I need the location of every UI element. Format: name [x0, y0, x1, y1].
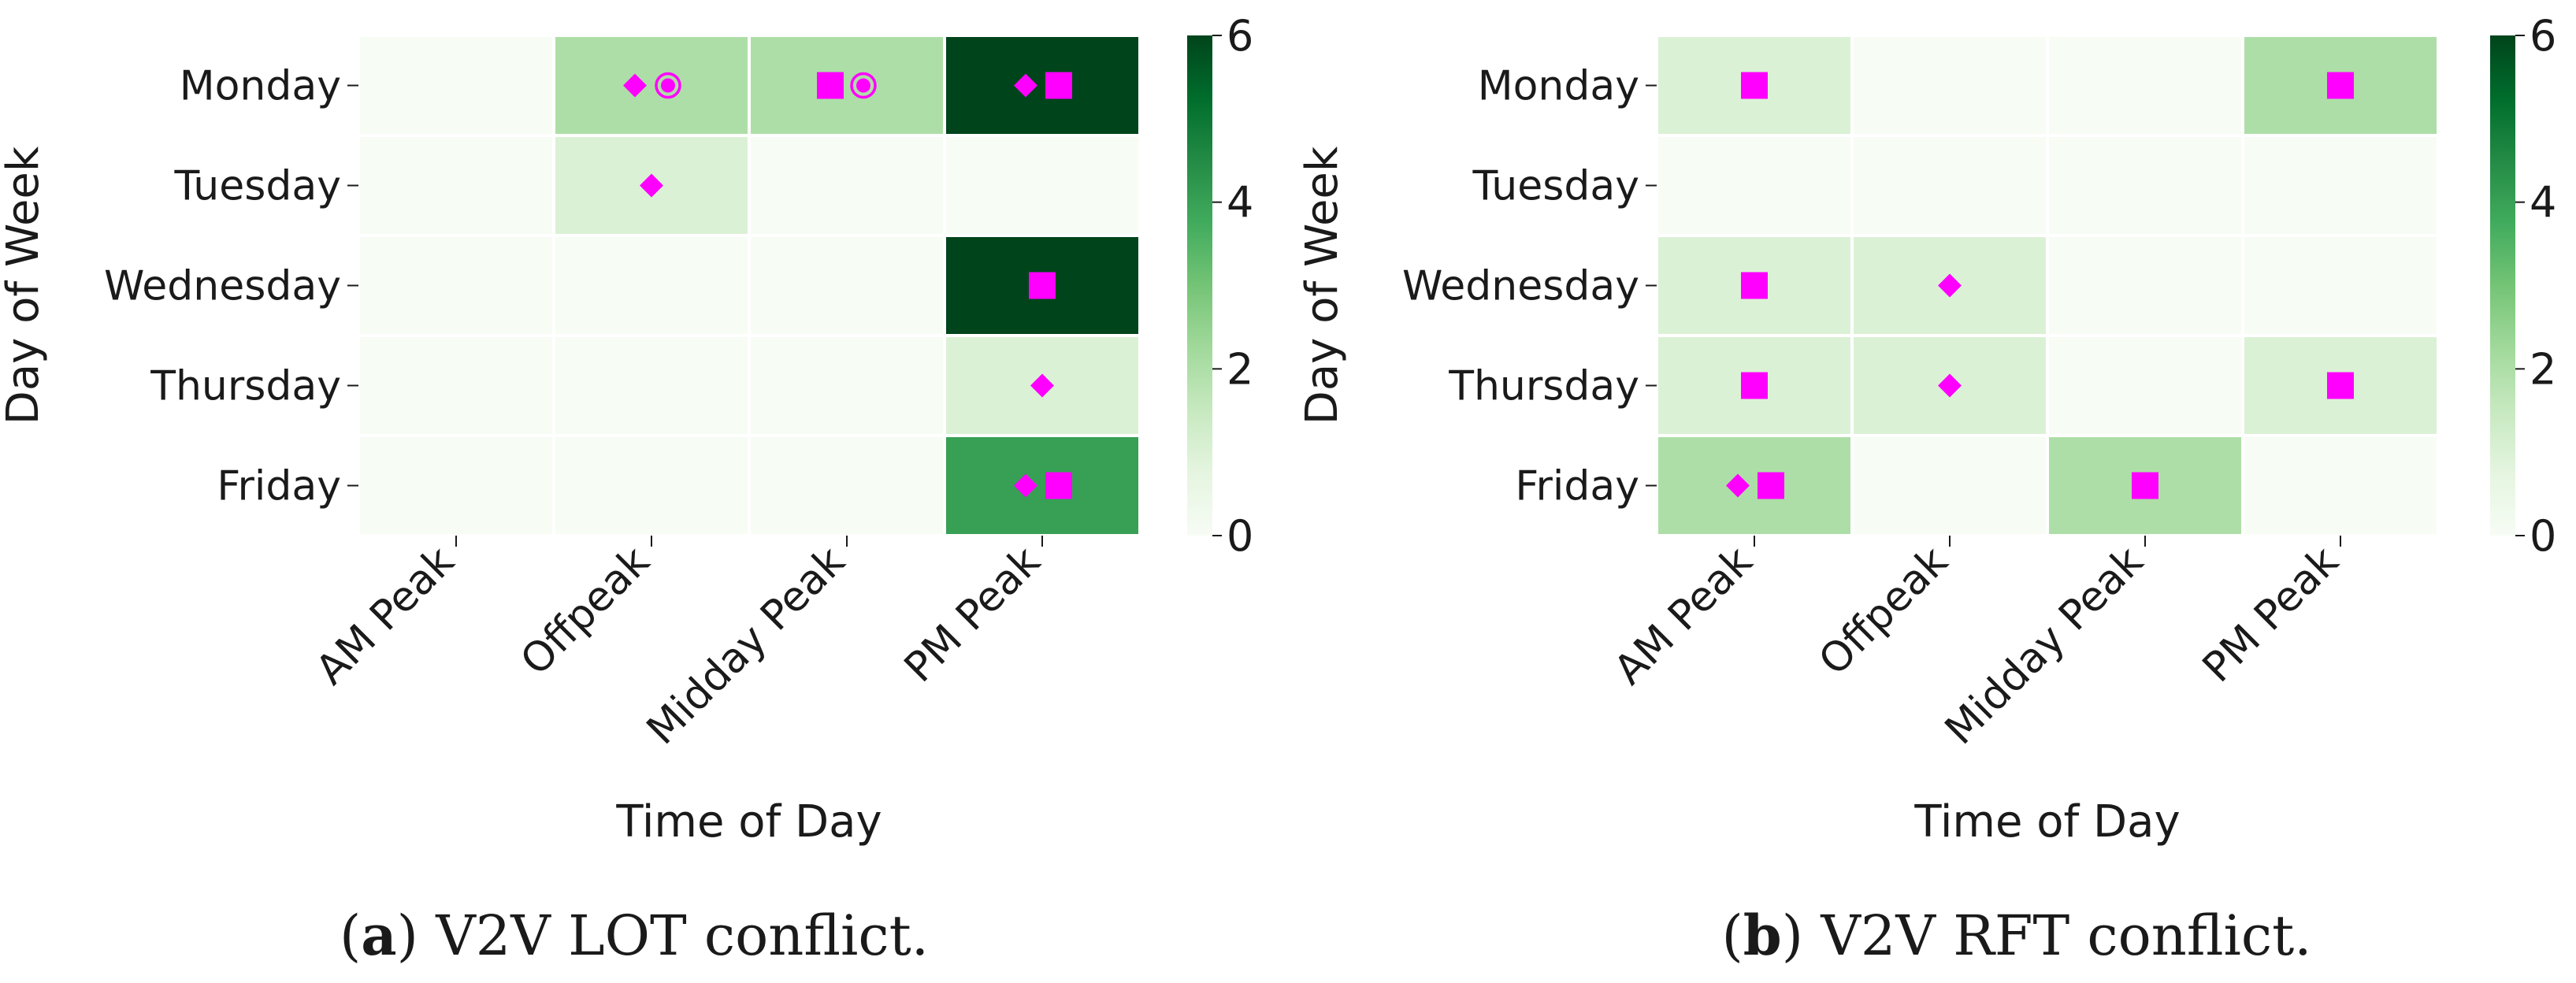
chart-b-marker-square: [1758, 472, 1784, 499]
chart-b-marker-diamond: [1938, 373, 1962, 398]
chart-a-colorbar-tick-label: 4: [1227, 178, 1253, 228]
chart-b-cell-monday-2: [2046, 34, 2244, 137]
chart-a-marker-diamond: [623, 73, 647, 98]
chart-a-ytick-label: Thursday: [150, 363, 341, 410]
chart-a-marker-circle-dot: [856, 78, 870, 93]
chart-a-ytick-label: Tuesday: [173, 163, 341, 210]
chart-b-cell-wednesday-2: [2046, 234, 2244, 337]
chart-b-marker-square: [1741, 372, 1768, 399]
chart-b-caption-open: (: [1721, 903, 1743, 968]
chart-a-cell-tuesday-0: [357, 134, 555, 237]
chart-b-marker-diamond: [1938, 273, 1962, 298]
chart-a-cell-monday-1: [552, 34, 751, 137]
chart-a-marker-circle-dot: [661, 78, 675, 93]
chart-a-ylabel: Day of Week: [0, 146, 49, 425]
chart-b-ytick-label: Wednesday: [1402, 263, 1639, 310]
chart-a-cell-thursday-1: [552, 334, 751, 437]
chart-a-marker-circle: [655, 72, 681, 99]
chart-a-marker-square: [1045, 72, 1072, 99]
chart-b-caption-close: ): [1782, 903, 1821, 968]
chart-a-colorbar-tick-label: 2: [1227, 344, 1253, 394]
chart-b-ytick-label: Friday: [1515, 463, 1639, 510]
chart-b-cell-wednesday-3: [2241, 234, 2440, 337]
chart-b-ytick-label: Thursday: [1448, 363, 1639, 410]
chart-b-cell-tuesday-0: [1655, 134, 1854, 237]
chart-b-cell-tuesday-3: [2241, 134, 2440, 237]
chart-a-cell-wednesday-0: [357, 234, 555, 337]
chart-a-cell-thursday-2: [748, 334, 946, 437]
chart-a-cell-friday-2: [748, 434, 946, 537]
chart-b-cell-friday-3: [2241, 434, 2440, 537]
chart-b-ytick-label: Tuesday: [1472, 163, 1639, 210]
chart-a-caption-open: (: [340, 903, 361, 968]
chart-b-colorbar: [2490, 35, 2515, 536]
chart-a-ytick-label: Monday: [180, 63, 341, 110]
chart-b-cell-tuesday-1: [1850, 134, 2049, 237]
chart-b-xtick-label: AM Peak: [1605, 538, 1761, 694]
chart-b-cell-friday-1: [1850, 434, 2049, 537]
chart-a-marker-circle-ring: [850, 72, 877, 99]
chart-a-colorbar: [1187, 35, 1212, 536]
chart-a-marker-diamond: [1030, 373, 1054, 398]
chart-b-marker-square: [1741, 72, 1768, 99]
chart-a-caption-label: a: [361, 903, 396, 968]
chart-a-marker-diamond: [1014, 473, 1037, 498]
chart-a-xlabel: Time of Day: [615, 796, 882, 848]
chart-a-cell-friday-0: [357, 434, 555, 537]
chart-a-cell-monday-2: [748, 34, 946, 137]
chart-a-xtick-label: Offpeak: [512, 538, 659, 684]
chart-a-marker-square: [817, 72, 844, 99]
chart-a-marker-diamond: [1014, 73, 1037, 98]
chart-a-cell-thursday-0: [357, 334, 555, 437]
chart-b-xtick-label: Midday Peak: [1936, 538, 2152, 754]
chart-a-cell-friday-1: [552, 434, 751, 537]
chart-a-ytick-label: Friday: [217, 463, 341, 510]
chart-b-caption-label: b: [1743, 903, 1782, 968]
chart-b-marker-diamond: [1726, 473, 1750, 498]
chart-b-colorbar-tick-label: 6: [2530, 11, 2556, 61]
chart-b-ylabel: Day of Week: [1297, 146, 1348, 425]
chart-a-caption-close: ): [397, 903, 436, 968]
chart-a-cell-tuesday-3: [943, 134, 1141, 237]
chart-a-marker-diamond: [640, 173, 663, 198]
chart-b-marker-square: [2327, 72, 2354, 99]
chart-a-cell-wednesday-2: [748, 234, 946, 337]
chart-b-caption-text: V2V RFT conflict.: [1820, 903, 2311, 968]
panel-b-v2v-rft-conflict: Monday Tuesday Wednesday Thursday Friday AM P…: [1297, 11, 2556, 968]
chart-b-cell-tuesday-2: [2046, 134, 2244, 237]
chart-b-cell-thursday-2: [2046, 334, 2244, 437]
chart-b-ytick-label: Monday: [1478, 63, 1639, 110]
chart-a-ytick-label: Wednesday: [104, 263, 341, 310]
chart-b-caption: (b) V2V RFT conflict.: [1721, 903, 2311, 968]
chart-b-xlabel: Time of Day: [1913, 796, 2180, 848]
chart-a-xtick-label: PM Peak: [896, 538, 1049, 692]
panel-a-v2v-lot-conflict: Monday Tuesday Wednesday Thursday Friday AM P…: [0, 11, 1253, 968]
chart-a-cell-friday-3: [943, 434, 1141, 537]
chart-b-marker-square: [2327, 372, 2354, 399]
chart-b-cell-monday-1: [1850, 34, 2049, 137]
chart-b-colorbar-tick-label: 0: [2530, 511, 2556, 561]
chart-b-xtick-label: Offpeak: [1810, 538, 1957, 684]
chart-a-marker-circle-ring: [655, 72, 681, 99]
chart-a-marker-circle: [850, 72, 877, 99]
chart-b-colorbar-tick-label: 4: [2530, 178, 2556, 228]
chart-a-xtick-label: AM Peak: [307, 538, 463, 694]
chart-a-cell-monday-3: [943, 34, 1141, 137]
chart-a-marker-square: [1045, 472, 1072, 499]
chart-b-colorbar-tick-label: 2: [2530, 344, 2556, 394]
chart-a-caption: (a) V2V LOT conflict.: [340, 903, 929, 968]
chart-a-colorbar-tick-label: 0: [1227, 511, 1253, 561]
chart-a-cell-monday-0: [357, 34, 555, 137]
chart-a-cell-wednesday-1: [552, 234, 751, 337]
chart-a-xtick-label: Midday Peak: [638, 538, 854, 754]
chart-a-marker-square: [1029, 272, 1056, 299]
chart-b-marker-square: [1741, 272, 1768, 299]
chart-a-cell-tuesday-2: [748, 134, 946, 237]
chart-b-xtick-label: PM Peak: [2194, 538, 2348, 692]
chart-b-cell-friday-0: [1655, 434, 1854, 537]
chart-a-colorbar-tick-label: 6: [1227, 11, 1253, 61]
chart-a-caption-text: V2V LOT conflict.: [435, 903, 929, 968]
chart-b-marker-square: [2132, 472, 2158, 499]
